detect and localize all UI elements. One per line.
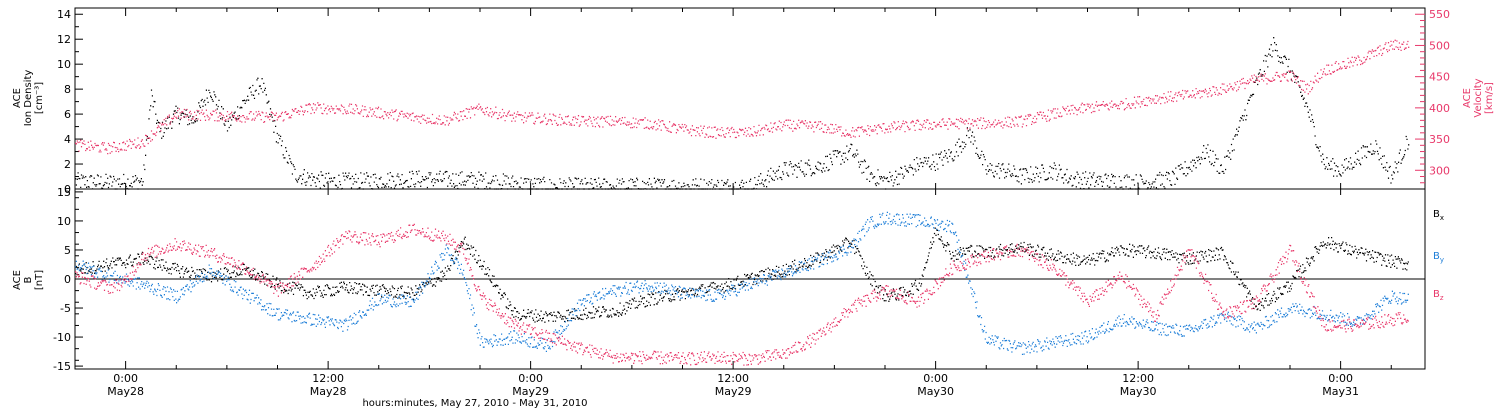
- velocity-axis-label: ACEVelocity[km/s]: [1462, 78, 1495, 117]
- b-tick-label: 5: [64, 244, 71, 257]
- time-tick-label: 0:00: [518, 372, 543, 385]
- velocity-tick-label: 550: [1429, 8, 1450, 21]
- time-tick-date: May28: [310, 385, 347, 398]
- time-axis-label: hours:minutes, May 27, 2010 - May 31, 20…: [362, 398, 587, 409]
- ion-density-axis-label: ACEIon Density[cm⁻³]: [12, 70, 45, 127]
- time-tick-date: May30: [1120, 385, 1157, 398]
- b-tick-label: 10: [57, 215, 71, 228]
- time-tick-date: May30: [917, 385, 954, 398]
- density-tick-label: 2: [64, 158, 71, 171]
- time-tick-date: May29: [715, 385, 752, 398]
- velocity-tick-label: 350: [1429, 133, 1450, 146]
- b-tick-label: -5: [60, 302, 71, 315]
- density-tick-label: 12: [57, 33, 71, 46]
- plasma-panel-ticks: 0 2 4 6 8 10 12 14 300 350 400 450 500 550: [57, 7, 1450, 370]
- velocity-tick-label: 500: [1429, 39, 1450, 52]
- b-tick-label: 0: [64, 273, 71, 286]
- density-tick-label: 0: [64, 183, 71, 196]
- plasma-panel-points: [75, 37, 1410, 190]
- legend-bx: Bx: [1433, 209, 1444, 222]
- b-tick-label: 15: [57, 186, 71, 199]
- velocity-tick-label: 450: [1429, 71, 1450, 84]
- legend-bz: Bz: [1433, 289, 1444, 302]
- time-tick-date: May31: [1322, 385, 1359, 398]
- bz-points: [75, 223, 1409, 366]
- b-tick-label: -10: [53, 331, 71, 344]
- component-legend: Bx By Bz: [1433, 209, 1444, 302]
- time-tick-label: 0:00: [1328, 372, 1353, 385]
- velocity-points: [75, 39, 1410, 155]
- time-axis: 0:00May2812:00May280:00May2912:00May290:…: [74, 8, 1392, 398]
- by-points: [75, 211, 1409, 356]
- time-tick-label: 0:00: [113, 372, 138, 385]
- legend-by: By: [1433, 251, 1444, 264]
- density-tick-label: 6: [64, 108, 71, 121]
- time-tick-date: May28: [107, 385, 144, 398]
- density-tick-label: 8: [64, 83, 71, 96]
- magnetic-field-panel: -15 -10 -5 0 5 10 15 ACEB[nT] Bx By Bz: [12, 186, 1444, 373]
- time-tick-label: 12:00: [312, 372, 344, 385]
- magnetic-panel-points: [75, 211, 1409, 366]
- plasma-panel: 0 2 4 6 8 10 12 14 300 350 400 450 500 550 ACEIon Den…: [12, 7, 1495, 370]
- time-tick-label: 12:00: [717, 372, 749, 385]
- magnetic-field-axis-label: ACEB[nT]: [12, 270, 45, 290]
- density-tick-label: 4: [64, 133, 71, 146]
- velocity-tick-label: 300: [1429, 164, 1450, 177]
- time-tick-date: May29: [512, 385, 549, 398]
- velocity-tick-label: 400: [1429, 102, 1450, 115]
- ion-density-points: [75, 37, 1410, 190]
- time-tick-label: 12:00: [1122, 372, 1154, 385]
- density-tick-label: 14: [57, 8, 71, 21]
- b-tick-label: -15: [53, 360, 71, 373]
- density-tick-label: 10: [57, 58, 71, 71]
- time-tick-label: 0:00: [923, 372, 948, 385]
- bx-points: [75, 227, 1409, 323]
